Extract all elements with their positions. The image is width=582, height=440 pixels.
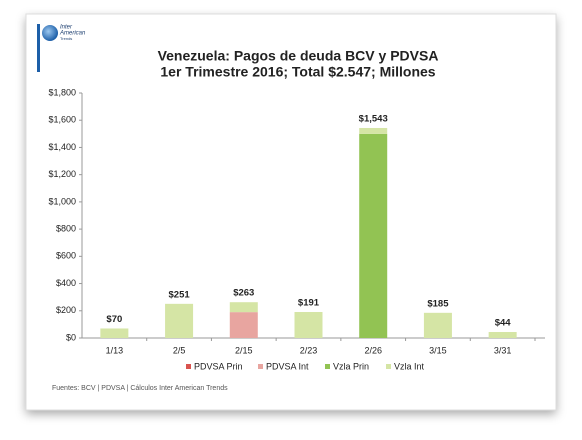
- logo-text: American: [59, 31, 86, 37]
- y-tick-label: $200: [56, 305, 76, 315]
- legend-label: PDVSA Int: [266, 361, 309, 371]
- x-tick-label: 2/15: [235, 345, 253, 355]
- slide: [26, 14, 556, 410]
- logo-text: Inter: [60, 25, 73, 31]
- x-tick-label: 2/5: [173, 345, 186, 355]
- total-label: $1,543: [359, 113, 388, 124]
- logo-globe: [42, 25, 58, 41]
- total-label: $251: [169, 289, 191, 300]
- total-label: $44: [495, 318, 512, 329]
- bar-segment: [359, 127, 388, 134]
- bar-segment: [229, 302, 258, 313]
- total-label: $70: [106, 314, 122, 325]
- y-tick-label: $1,200: [48, 169, 76, 179]
- x-tick-label: 3/15: [429, 345, 447, 355]
- y-tick-label: $600: [56, 251, 76, 261]
- y-tick-label: $1,600: [48, 115, 76, 125]
- chart-title: Venezuela: Pagos de deuda BCV y PDVSA: [158, 48, 439, 64]
- legend-label: PDVSA Prin: [194, 361, 243, 371]
- bar-segment: [165, 303, 194, 338]
- x-tick-label: 2/26: [364, 345, 382, 355]
- y-tick-label: $1,400: [48, 142, 76, 152]
- x-tick-label: 2/23: [300, 345, 318, 355]
- bar-segment: [488, 332, 517, 338]
- y-tick-label: $1,800: [48, 87, 76, 97]
- y-tick-label: $400: [56, 278, 76, 288]
- y-tick-label: $0: [66, 332, 76, 342]
- bar-segment: [100, 328, 129, 338]
- bar-segment: [294, 312, 323, 338]
- source: Fuentes: BCV | PDVSA | Cálculos Inter Am…: [52, 385, 228, 392]
- logo-bar: [37, 24, 40, 72]
- total-label: $263: [233, 288, 254, 299]
- y-tick-label: $1,000: [48, 196, 76, 206]
- slide-border: [25, 13, 557, 411]
- legend-label: Vzla Int: [394, 361, 425, 371]
- bar-segment: [229, 312, 258, 338]
- total-label: $191: [298, 298, 320, 309]
- legend-swatch: [386, 364, 391, 369]
- x-tick-label: 3/31: [494, 345, 512, 355]
- legend-swatch: [258, 364, 263, 369]
- y-tick-label: $800: [56, 223, 76, 233]
- legend-swatch: [325, 364, 330, 369]
- bar-segment: [359, 133, 388, 338]
- chart-title: 1er Trimestre 2016; Total $2.547; Millon…: [160, 64, 435, 80]
- logo-text: Trends: [60, 36, 72, 41]
- x-tick-label: 1/13: [106, 345, 124, 355]
- legend-label: Vzla Prin: [333, 361, 369, 371]
- legend-swatch: [186, 364, 191, 369]
- bar-segment: [423, 312, 452, 338]
- total-label: $185: [427, 298, 449, 309]
